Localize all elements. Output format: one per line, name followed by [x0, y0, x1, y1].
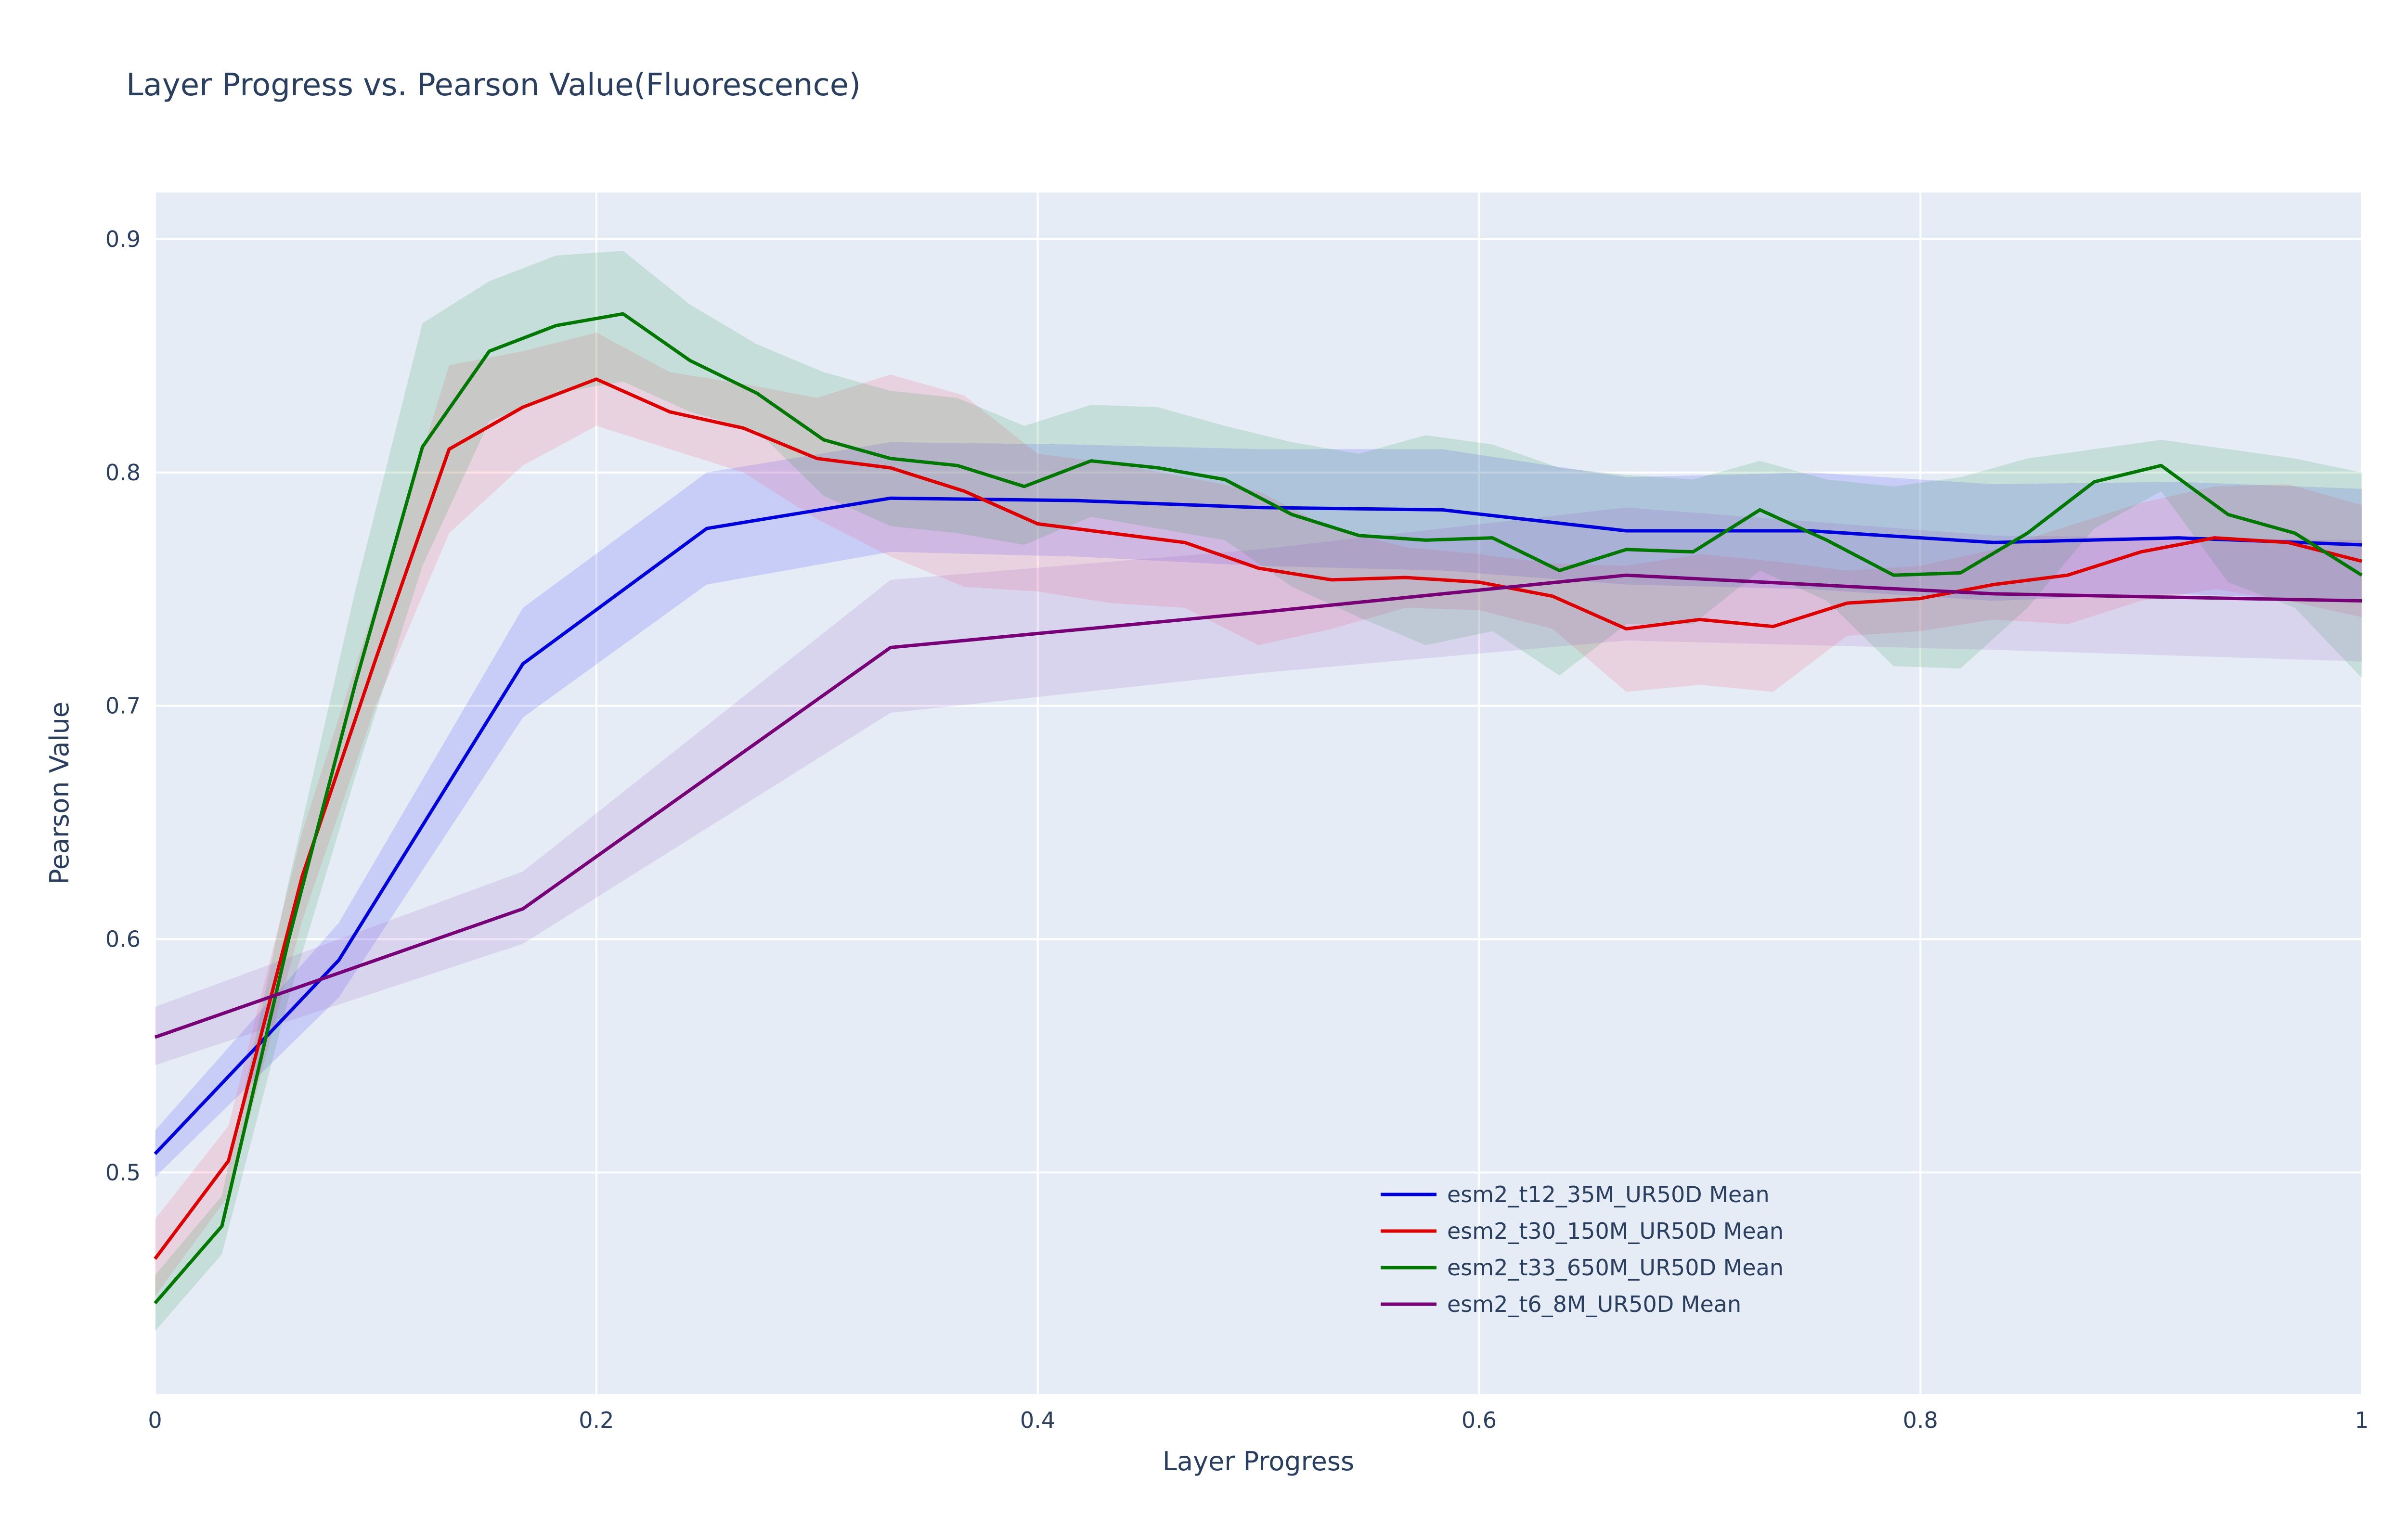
x-tick-label: 1	[2355, 1407, 2368, 1433]
y-tick-label: 0.7	[105, 693, 141, 719]
legend: esm2_t12_35M_UR50D Mean esm2_t30_150M_UR5…	[1381, 1181, 1784, 1317]
grid	[154, 192, 2363, 1394]
confidence-band-2	[155, 332, 2362, 1296]
x-tick-label: 0.2	[579, 1407, 614, 1433]
series-lines	[154, 312, 2363, 1305]
series-line-3	[154, 312, 2363, 1305]
legend-item[interactable]: esm2_t33_650M_UR50D Mean	[1381, 1255, 1784, 1281]
y-tick-label: 0.6	[105, 926, 141, 952]
plot-area	[155, 192, 2362, 1394]
x-tick-label: 0	[148, 1407, 162, 1433]
y-tick-label: 0.9	[105, 226, 141, 252]
confidence-band-3	[155, 251, 2362, 1332]
confidence-bands	[155, 251, 2362, 1332]
series-line-1	[154, 496, 2362, 1155]
chart-title: Layer Progress vs. Pearson Value(Fluores…	[126, 67, 861, 103]
series-line-4	[154, 573, 2362, 1039]
confidence-band-4	[155, 507, 2362, 1065]
legend-item[interactable]: esm2_t6_8M_UR50D Mean	[1381, 1291, 1741, 1317]
legend-item[interactable]: esm2_t12_35M_UR50D Mean	[1381, 1181, 1770, 1207]
confidence-band-1	[155, 442, 2362, 1178]
y-axis-ticks: 0.5 0.6 0.7 0.8 0.9	[105, 226, 141, 1185]
legend-label: esm2_t30_150M_UR50D Mean	[1447, 1218, 1784, 1244]
y-axis-title: Pearson Value	[44, 702, 75, 885]
x-axis-title: Layer Progress	[1163, 1446, 1354, 1476]
legend-item[interactable]: esm2_t30_150M_UR50D Mean	[1381, 1218, 1784, 1244]
x-tick-label: 0.8	[1903, 1407, 1938, 1433]
y-tick-label: 0.5	[105, 1159, 141, 1185]
legend-label: esm2_t6_8M_UR50D Mean	[1447, 1291, 1741, 1317]
legend-label: esm2_t33_650M_UR50D Mean	[1447, 1255, 1784, 1281]
x-tick-label: 0.6	[1462, 1407, 1497, 1433]
x-tick-label: 0.4	[1020, 1407, 1055, 1433]
y-tick-label: 0.8	[105, 460, 141, 486]
x-axis-ticks: 0 0.2 0.4 0.6 0.8 1	[148, 1407, 2368, 1433]
series-line-2	[154, 377, 2362, 1260]
legend-label: esm2_t12_35M_UR50D Mean	[1447, 1181, 1770, 1207]
